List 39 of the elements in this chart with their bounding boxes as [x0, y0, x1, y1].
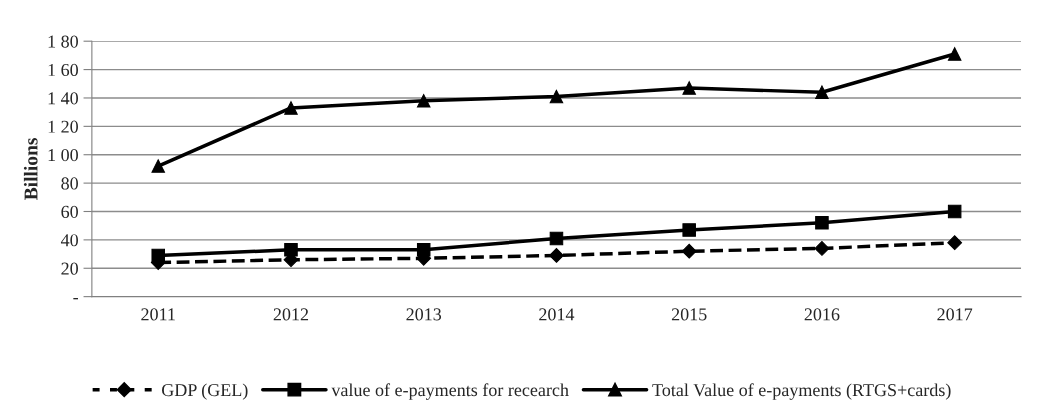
y-tick-label: 1 80 — [48, 35, 78, 48]
y-tick-label: 1 40 — [48, 92, 78, 105]
y-tick-label: 1 60 — [48, 63, 78, 77]
point — [814, 241, 830, 256]
x-tick-label: 2014 — [539, 308, 575, 321]
point — [947, 204, 962, 219]
legend-label: Total Value of e-payments (RTGS+cards) — [652, 383, 951, 400]
point — [416, 94, 431, 108]
point — [549, 248, 564, 263]
y-tick-label: 40 — [60, 234, 78, 247]
y-axis-title: Billions — [23, 138, 38, 200]
point — [284, 101, 298, 115]
point — [549, 89, 564, 104]
point — [549, 231, 564, 246]
point — [947, 235, 963, 251]
x-tick-label: 2017 — [937, 308, 973, 321]
y-tick-label: 80 — [61, 177, 78, 190]
point — [682, 223, 696, 237]
x-tick-label: 2013 — [406, 308, 442, 321]
x-tick-label: 2011 — [141, 308, 175, 321]
y-tick-label: 20 — [61, 262, 78, 275]
point — [682, 81, 696, 95]
x-tick-label: 2015 — [671, 308, 707, 321]
legend-label: value of e-payments for recearch — [331, 383, 569, 400]
point — [681, 243, 697, 259]
point — [815, 85, 829, 100]
x-tick-label: 2012 — [273, 308, 309, 321]
y-tick-label: 1 20 — [48, 120, 78, 133]
x-tick-label: 2016 — [804, 308, 840, 321]
point — [151, 159, 166, 173]
point — [416, 243, 431, 257]
point — [947, 47, 962, 61]
y-tick-label: 60 — [61, 205, 78, 218]
point — [284, 243, 298, 257]
point — [151, 248, 166, 263]
legend-label: GDP (GEL) — [161, 383, 248, 400]
y-tick-label: 1 00 — [48, 148, 78, 162]
point — [815, 216, 829, 230]
y-tick-label: - — [73, 297, 79, 300]
